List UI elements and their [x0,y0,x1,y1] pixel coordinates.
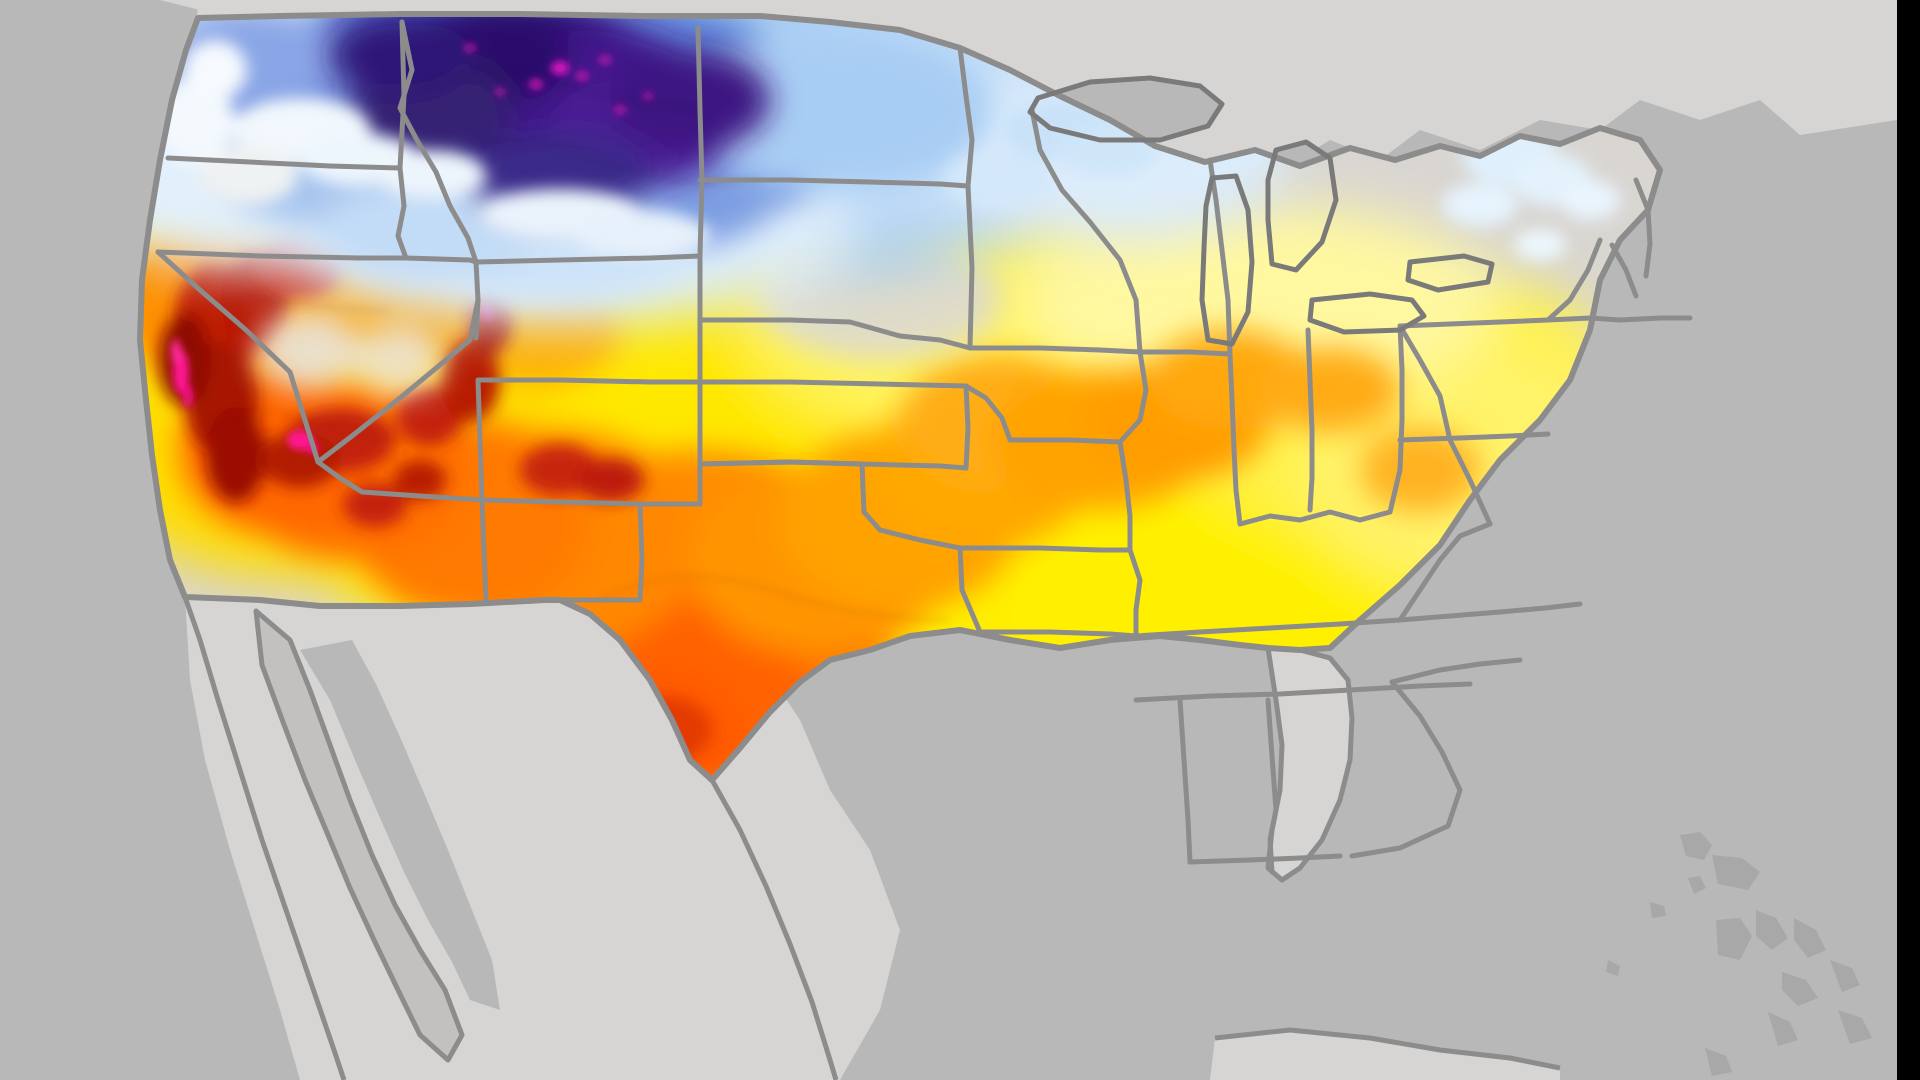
border-in-ky [1237,509,1393,527]
border-fl-north [1187,853,1343,865]
border-wi-il [1137,349,1233,357]
border-mn-ia [967,345,1143,355]
border-ga-sc [1349,679,1463,859]
florida-peninsula [1268,648,1352,880]
border-or-id [395,165,409,261]
border-vt-nh [1609,242,1639,299]
border-wy-co [475,377,703,385]
border-ks-mo [963,383,971,471]
florida-coastline [1265,645,1355,883]
border-ny-ne [1545,237,1603,323]
gulf-of-california [300,640,500,1010]
border-mo-il [1117,439,1133,553]
border-oh-pa [1387,323,1405,515]
pale-cold-streaks [158,40,710,257]
state-borders [137,11,1693,875]
border-nc-va [1447,601,1583,619]
border-ms-al [1177,697,1193,865]
border-az-nm [479,497,489,603]
baja-coastline [253,608,465,1063]
border-co-nm [479,497,643,507]
border-in-oh [1305,327,1315,513]
border-nm-tx [557,501,645,603]
border-ne-ia [963,383,1013,443]
border-wv-md [1397,323,1493,527]
border-id-mt [397,19,479,265]
border-ks-ne [697,379,969,389]
border-nd-mn [957,45,975,189]
border-nh-me [1633,177,1653,279]
caribbean-islets [1606,902,1666,976]
border-va-wv [1397,521,1493,623]
right-letterbox-bar [1897,0,1920,1080]
border-pa-md [1397,431,1551,443]
border-il-in [1227,351,1243,527]
border-mn-wi [1029,107,1143,355]
cuba-landmass [1210,1030,1560,1080]
border-sd-nd [697,177,971,189]
border-nv-ca [155,249,321,465]
border-ok-ks [697,459,969,471]
border-tx-ok [697,459,865,507]
border-mt-wy [473,253,703,265]
border-wi-mi [1207,157,1233,357]
border-ny-ma [1545,315,1623,323]
border-sd-mn [965,183,975,351]
cuba-coastline [1214,1027,1561,1071]
border-or-ca-nv [155,249,409,261]
northeast-cold-pockets [945,100,1620,261]
border-mo-ar [957,545,1133,553]
mexico-coastline [182,596,347,1080]
bahamas-islands [1680,832,1872,1076]
border-ar-ms [1127,547,1143,639]
border-wa-or [165,155,403,171]
border-ut-nv [315,297,481,465]
mexico-east-coast [709,778,839,1080]
other-coastlines [182,596,1561,1080]
raster-grain [178,69,951,623]
border-ky-tn [1133,613,1453,639]
border-mt-nd [695,25,705,259]
great-lakes-shoreline [1027,75,1495,347]
border-tx-ok-east [859,461,963,551]
border-ia-mo [1007,437,1123,445]
border-ar-la [977,629,1139,639]
border-ma-ct [1617,315,1693,323]
border-pa-ny [1397,317,1551,329]
border-sc-nc [1389,657,1523,685]
extreme-cold-magenta-specks [464,44,653,114]
border-co-ks [637,379,703,507]
border-il-ia [1117,349,1149,445]
border-ar-tx [957,545,983,635]
border-id-nv-ut [403,255,479,265]
border-nv-az [315,459,365,495]
border-ne-sd [697,317,973,351]
baja-peninsula [256,611,462,1060]
border-ut-az [359,489,485,503]
border-tn-south [1133,681,1473,703]
border-ut-co [475,377,485,503]
canada-landmass [0,0,1897,175]
conus-outline [137,11,1663,783]
